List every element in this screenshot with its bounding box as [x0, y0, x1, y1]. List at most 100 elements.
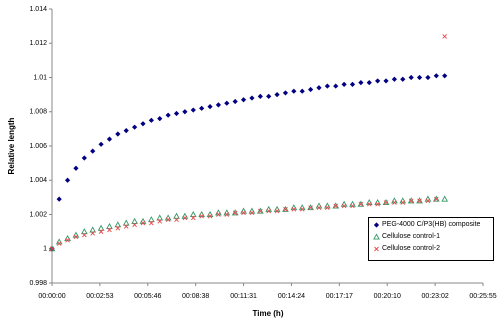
x-tick-label: 00:23:02 — [421, 293, 448, 300]
marker-x — [199, 213, 204, 219]
marker-diamond — [416, 74, 423, 81]
marker-x — [341, 203, 347, 209]
marker-diamond — [333, 83, 339, 89]
marker-diamond — [375, 78, 381, 84]
marker-diamond — [400, 76, 406, 82]
marker-diamond — [249, 95, 255, 101]
legend: PEG-4000 C/P3(HB) composite Cellulose con… — [368, 217, 494, 261]
marker-triangle — [189, 210, 197, 218]
marker-diamond — [173, 110, 180, 117]
marker-triangle — [131, 217, 138, 224]
marker-x — [249, 210, 255, 216]
marker-triangle — [441, 195, 449, 202]
legend-label: Cellulose control-2 — [382, 245, 440, 252]
legend-swatch — [374, 246, 379, 252]
marker-x — [383, 200, 389, 205]
marker-diamond — [207, 104, 213, 110]
marker-diamond — [90, 148, 96, 154]
x-axis-title: Time (h) — [253, 309, 284, 318]
marker-x — [49, 246, 55, 252]
marker-triangle — [307, 204, 314, 211]
x-tick-label: 00:00:00 — [38, 293, 65, 300]
marker-triangle — [80, 228, 88, 235]
marker-x — [56, 241, 62, 246]
marker-diamond — [349, 81, 356, 87]
marker-x — [274, 208, 280, 214]
y-tick-label: 0.998 — [29, 280, 47, 287]
legend-item: Cellulose control-1 — [372, 233, 491, 241]
marker-x — [291, 207, 297, 212]
marker-diamond — [199, 105, 205, 111]
marker-diamond — [81, 155, 87, 161]
x-tick-label: 00:25:55 — [469, 293, 496, 300]
marker-x — [257, 208, 263, 214]
marker-x — [98, 229, 104, 234]
marker-triangle — [173, 212, 180, 219]
marker-diamond — [106, 136, 113, 142]
x-tick-label: 00:20:10 — [374, 293, 401, 300]
marker-x — [316, 205, 322, 210]
marker-diamond — [240, 97, 247, 103]
marker-diamond — [165, 112, 171, 118]
marker-diamond — [224, 100, 230, 106]
marker-diamond — [274, 92, 280, 98]
legend-swatch — [373, 233, 380, 240]
marker-triangle — [357, 200, 365, 207]
marker-x — [73, 234, 79, 240]
marker-triangle — [97, 224, 105, 231]
marker-triangle — [373, 233, 380, 240]
marker-diamond — [266, 93, 272, 99]
marker-x — [182, 215, 188, 221]
marker-diamond — [373, 222, 380, 228]
marker-x — [299, 207, 305, 212]
marker-x — [216, 212, 221, 217]
marker-x — [107, 227, 112, 233]
marker-x — [442, 34, 448, 39]
marker-x — [207, 213, 213, 219]
y-tick-label: 1.008 — [29, 109, 47, 116]
marker-triangle — [282, 205, 289, 212]
marker-x — [417, 198, 422, 204]
marker-x — [266, 208, 272, 214]
marker-x — [174, 217, 179, 222]
marker-diamond — [157, 116, 163, 122]
marker-diamond — [408, 74, 414, 81]
marker-x — [392, 200, 397, 205]
marker-x — [425, 198, 431, 204]
x-tick-label: 00:02:53 — [86, 293, 113, 300]
marker-diamond — [391, 76, 398, 82]
y-tick-label: 1.014 — [29, 6, 47, 13]
marker-diamond — [425, 74, 431, 81]
marker-triangle — [407, 197, 415, 204]
marker-triangle — [382, 198, 390, 206]
marker-diamond — [341, 81, 347, 87]
marker-x — [358, 201, 364, 207]
marker-diamond — [215, 102, 222, 108]
marker-triangle — [114, 221, 122, 228]
marker-x — [165, 217, 171, 222]
marker-diamond — [148, 117, 154, 123]
x-tick-label: 00:17:17 — [326, 293, 353, 300]
marker-x — [123, 224, 129, 229]
marker-triangle — [148, 216, 155, 223]
marker-x — [366, 201, 372, 207]
marker-x — [149, 220, 154, 226]
marker-x — [65, 237, 70, 243]
marker-x — [433, 196, 439, 202]
marker-diamond — [308, 86, 314, 93]
x-tick-label: 00:14:24 — [278, 293, 305, 300]
marker-diamond — [98, 141, 104, 147]
marker-diamond — [232, 98, 238, 105]
x-tick-label: 00:08:38 — [182, 293, 209, 300]
marker-triangle — [122, 219, 130, 226]
marker-x — [132, 222, 137, 228]
marker-x — [140, 220, 146, 226]
marker-x — [400, 200, 406, 205]
marker-triangle — [231, 209, 239, 216]
marker-diamond — [73, 165, 79, 171]
marker-diamond — [358, 80, 364, 86]
legend-label: Cellulose control-1 — [382, 233, 440, 240]
marker-diamond — [190, 107, 196, 113]
